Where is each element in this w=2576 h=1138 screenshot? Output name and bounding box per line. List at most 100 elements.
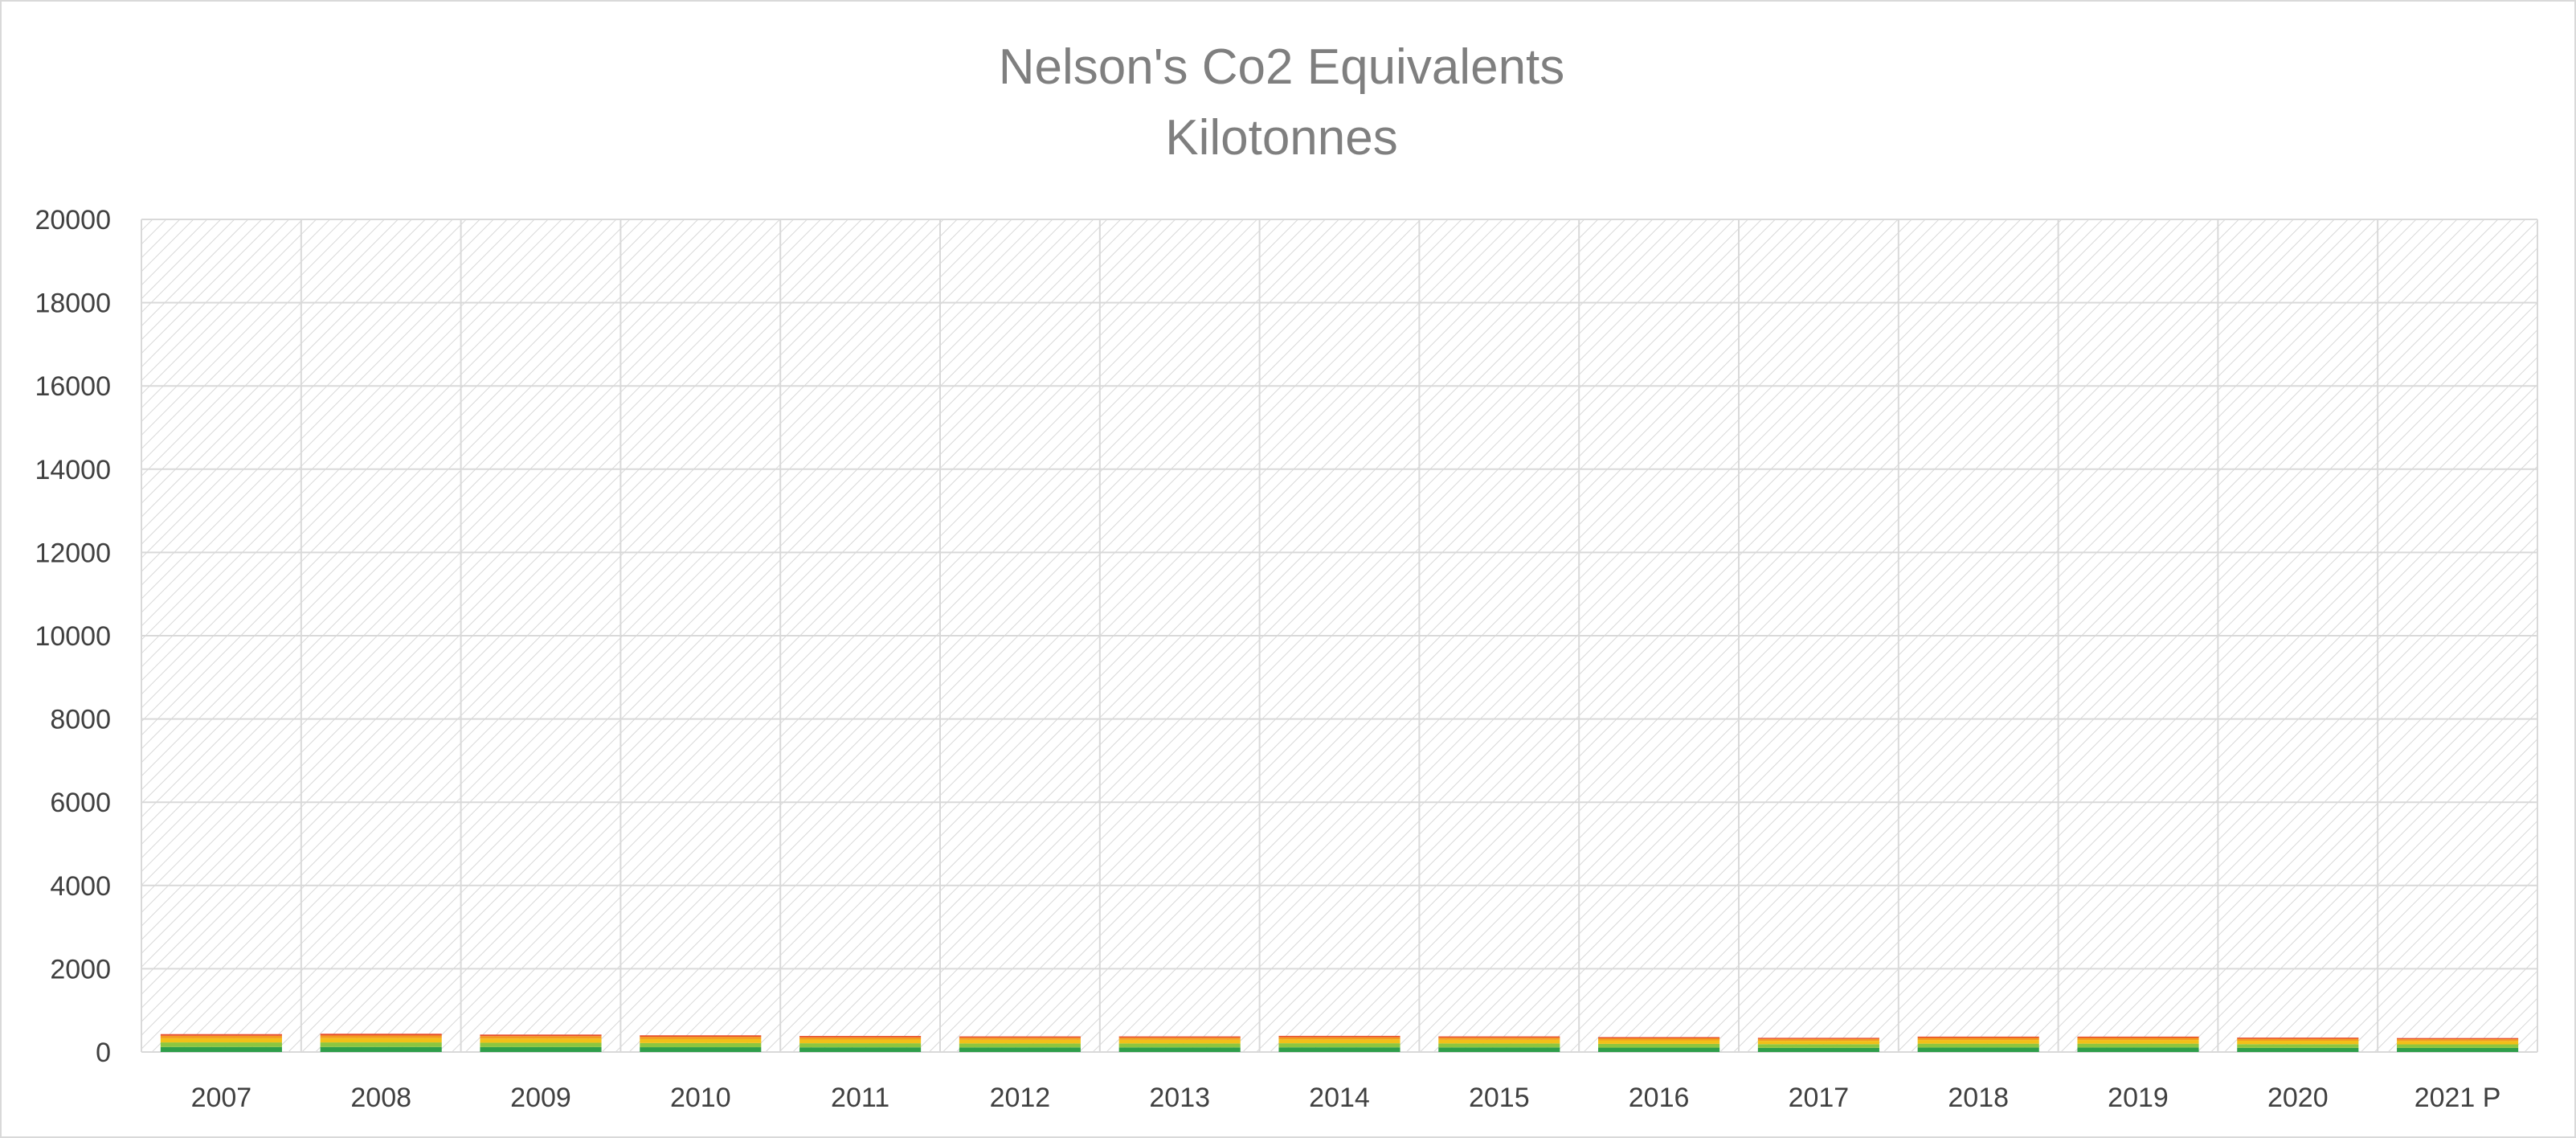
bar-segment xyxy=(1598,1047,1720,1052)
bar-segment xyxy=(480,1034,602,1037)
bar-segment xyxy=(1917,1038,2039,1041)
bar-segment xyxy=(320,1042,442,1047)
bar-segment xyxy=(1757,1047,1879,1052)
bar-segment xyxy=(1278,1043,1400,1048)
y-axis-ticks: 0 2000 4000 6000 8000 10000 12000 14000 16000 180… xyxy=(35,205,111,1068)
bar-segment xyxy=(1757,1044,1879,1048)
y-tick-label: 14000 xyxy=(35,455,111,485)
bar-segment xyxy=(320,1038,442,1043)
bar-segment xyxy=(1917,1047,2039,1052)
y-tick-label: 12000 xyxy=(35,538,111,568)
bar-segment xyxy=(640,1042,762,1048)
bar-segment xyxy=(1278,1037,1400,1040)
bar-segment xyxy=(160,1038,282,1043)
bar-segment xyxy=(640,1037,762,1039)
bar-segment xyxy=(2237,1041,2359,1045)
bar-segment xyxy=(2077,1043,2199,1048)
x-tick-label: 2010 xyxy=(670,1083,731,1113)
bar-segment xyxy=(799,1036,922,1038)
bar-segment xyxy=(1917,1043,2039,1048)
bar-segment xyxy=(2077,1040,2199,1044)
bar-segment xyxy=(640,1038,762,1043)
bar-segment xyxy=(2397,1039,2519,1042)
bar-segment xyxy=(2397,1044,2519,1048)
bar-segment xyxy=(1438,1036,1560,1038)
bar-segment xyxy=(1118,1047,1241,1052)
y-tick-label: 2000 xyxy=(50,954,111,984)
bar-segment xyxy=(799,1039,922,1044)
bar-segment xyxy=(2237,1044,2359,1048)
bar-segment xyxy=(160,1046,282,1052)
bar-segment xyxy=(1598,1043,1720,1048)
bar-segment xyxy=(1598,1040,1720,1044)
bar-segment xyxy=(1438,1047,1560,1052)
bar-segment xyxy=(2237,1047,2359,1052)
bar-segment xyxy=(2077,1038,2199,1041)
bar-segment xyxy=(1438,1039,1560,1044)
y-tick-label: 16000 xyxy=(35,371,111,402)
bars xyxy=(160,1034,2519,1052)
bar-segment xyxy=(1278,1035,1400,1038)
bar-segment xyxy=(480,1036,602,1039)
bar-segment xyxy=(959,1039,1081,1044)
bar-segment xyxy=(959,1047,1081,1052)
bar-segment xyxy=(1118,1038,1241,1040)
x-tick-label: 2020 xyxy=(2267,1083,2329,1113)
bar-segment xyxy=(1757,1041,1879,1045)
x-tick-label: 2007 xyxy=(191,1083,252,1113)
bar-segment xyxy=(480,1046,602,1052)
bar-segment xyxy=(2237,1038,2359,1042)
bar-segment xyxy=(640,1047,762,1052)
bar-segment xyxy=(2077,1036,2199,1038)
x-tick-label: 2011 xyxy=(831,1083,889,1113)
bar-segment xyxy=(1438,1038,1560,1040)
bar-segment xyxy=(799,1047,922,1052)
x-tick-label: 2014 xyxy=(1309,1083,1370,1113)
y-tick-label: 0 xyxy=(96,1038,111,1068)
bar-segment xyxy=(959,1038,1081,1040)
bar-segment xyxy=(959,1043,1081,1048)
bar-segment xyxy=(1917,1040,2039,1044)
y-tick-label: 18000 xyxy=(35,289,111,319)
bar-segment xyxy=(1118,1043,1241,1048)
bar-segment xyxy=(160,1035,282,1038)
x-tick-label: 2009 xyxy=(510,1083,571,1113)
y-tick-label: 20000 xyxy=(35,205,111,235)
bar-segment xyxy=(1757,1038,1879,1042)
x-tick-label: 2013 xyxy=(1149,1083,1210,1113)
x-tick-label: 2021 P xyxy=(2414,1083,2501,1113)
bar-segment xyxy=(799,1037,922,1040)
x-tick-label: 2018 xyxy=(1948,1083,2009,1113)
bar-segment xyxy=(2397,1038,2519,1040)
bar-segment xyxy=(480,1038,602,1043)
bar-segment xyxy=(640,1035,762,1038)
x-tick-label: 2015 xyxy=(1469,1083,1530,1113)
y-tick-label: 4000 xyxy=(50,871,111,902)
y-tick-label: 10000 xyxy=(35,621,111,652)
x-tick-label: 2008 xyxy=(350,1083,411,1113)
x-tick-label: 2017 xyxy=(1789,1083,1850,1113)
y-tick-label: 6000 xyxy=(50,788,111,818)
bar-segment xyxy=(2077,1047,2199,1052)
bar-segment xyxy=(160,1042,282,1047)
bar-segment xyxy=(320,1046,442,1052)
bar-segment xyxy=(1438,1043,1560,1048)
x-tick-label: 2012 xyxy=(990,1083,1051,1113)
chart-title: Nelson's Co2 Equivalents xyxy=(999,39,1565,95)
bar-segment xyxy=(320,1035,442,1038)
bar-segment xyxy=(799,1043,922,1048)
bar-segment xyxy=(1278,1047,1400,1052)
bar-segment xyxy=(320,1034,442,1036)
bar-segment xyxy=(1917,1036,2039,1038)
bar-segment xyxy=(1598,1037,1720,1039)
bar-segment xyxy=(1598,1038,1720,1041)
bar-segment xyxy=(1278,1039,1400,1044)
gridlines xyxy=(141,219,2538,1053)
bar-segment xyxy=(1118,1039,1241,1044)
bar-segment xyxy=(480,1042,602,1047)
x-tick-label: 2016 xyxy=(1629,1083,1690,1113)
x-axis-ticks: 2007 2008 2009 2010 2011 2012 2013 2014 2015 2016… xyxy=(191,1083,2501,1113)
bar-segment xyxy=(1118,1036,1241,1038)
